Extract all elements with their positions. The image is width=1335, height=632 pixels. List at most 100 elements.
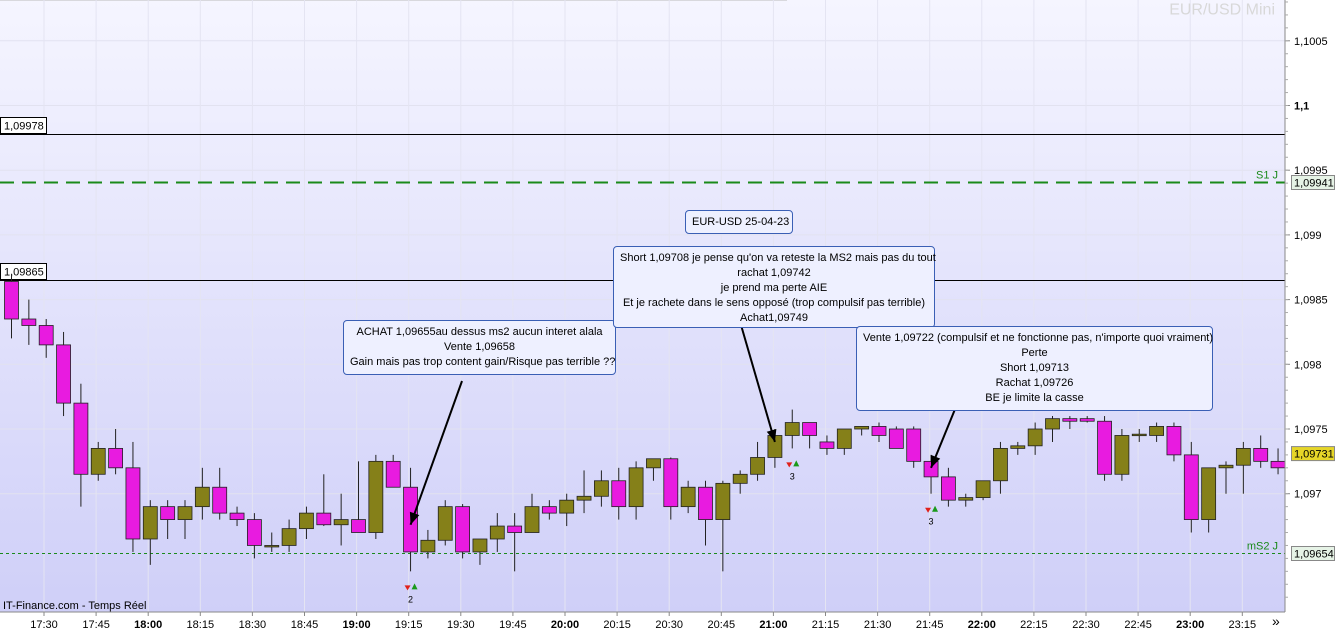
candle-body xyxy=(56,344,71,404)
session-label: EUR-USD 25-04-23 xyxy=(685,210,793,234)
candle-body xyxy=(229,512,245,520)
candle-body xyxy=(1097,420,1112,475)
x-tick-label: 21:00 xyxy=(759,619,787,631)
scroll-right-button[interactable]: » xyxy=(1272,613,1280,629)
x-tick-label: 21:45 xyxy=(916,619,944,631)
y-tick-label: 1,097 xyxy=(1294,489,1322,501)
x-tick-label: 22:45 xyxy=(1124,619,1152,631)
candle-body xyxy=(1253,448,1269,462)
buy-marker xyxy=(793,460,800,467)
candle-body xyxy=(351,519,366,533)
candle-body xyxy=(38,325,54,346)
buy-marker xyxy=(411,583,418,590)
candle-body xyxy=(576,495,592,501)
candle-body xyxy=(333,519,349,526)
x-tick-label: 17:30 xyxy=(30,619,58,631)
candle-body xyxy=(680,486,696,508)
x-tick-label: 23:00 xyxy=(1176,619,1204,631)
sell-marker xyxy=(404,585,411,591)
y-axis-panel xyxy=(1285,0,1335,632)
candle-body xyxy=(715,482,731,520)
candle-body xyxy=(888,428,904,449)
candle-body xyxy=(21,318,37,326)
x-tick-label: 22:15 xyxy=(1020,619,1048,631)
candle-body xyxy=(281,528,297,546)
candle-body xyxy=(160,506,176,520)
candle-body xyxy=(437,506,453,541)
y-tick-label: 1,0975 xyxy=(1294,424,1328,436)
x-axis-panel xyxy=(0,612,1285,632)
sell-marker xyxy=(786,462,793,468)
candle-body xyxy=(368,460,384,533)
candle-body xyxy=(1131,433,1147,437)
trade2-note: Short 1,09708 je pense qu'on va reteste … xyxy=(613,246,936,328)
annotation-line: Vente 1,09722 (compulsif et ne fonctionn… xyxy=(863,332,1214,344)
candle-body xyxy=(906,428,922,462)
candle-body xyxy=(1062,418,1078,422)
current-price-label: 1,09731 xyxy=(1294,449,1334,461)
candle-body xyxy=(958,497,974,501)
candle-body xyxy=(941,476,956,501)
trade-count: 3 xyxy=(790,471,795,481)
candle-body xyxy=(1045,418,1060,430)
level-box xyxy=(0,117,47,134)
candle-body xyxy=(784,422,800,436)
annotation-line: Et je rachete dans le sens opposé (trop … xyxy=(622,297,926,309)
y-tick-label: 1,0985 xyxy=(1294,295,1328,307)
candle-body xyxy=(194,486,210,508)
y-tick-label: 1,1005 xyxy=(1294,36,1328,48)
candle-body xyxy=(1201,467,1217,520)
x-tick-label: 18:00 xyxy=(134,619,162,631)
x-tick-label: 22:30 xyxy=(1072,619,1100,631)
x-tick-label: 20:45 xyxy=(708,619,736,631)
candle-body xyxy=(73,402,89,475)
candle-body xyxy=(646,458,661,469)
trade3-note: Vente 1,09722 (compulsif et ne fonctionn… xyxy=(856,326,1213,411)
x-tick-label: 20:30 xyxy=(655,619,683,631)
candle-body xyxy=(698,486,713,520)
level-name: mS2 J xyxy=(1247,541,1278,553)
candle-body xyxy=(489,525,505,540)
candle-body xyxy=(385,460,401,488)
annotation-line: Vente 1,09658 xyxy=(444,341,515,353)
candle-body xyxy=(1218,464,1234,469)
candle-body xyxy=(4,281,19,320)
candle-body xyxy=(142,506,158,540)
annotation-line: Perte xyxy=(1021,347,1048,359)
trade-markers: 2 3 3 xyxy=(404,460,939,604)
candle-body xyxy=(455,506,471,553)
candle-body xyxy=(507,525,523,533)
x-tick-label: 19:15 xyxy=(395,619,423,631)
candle-body xyxy=(871,426,887,436)
x-tick-label: 19:30 xyxy=(447,619,475,631)
y-tick-label: 1,099 xyxy=(1294,230,1322,242)
candle-body xyxy=(212,486,228,514)
x-tick-label: 18:15 xyxy=(187,619,215,631)
candle-body xyxy=(1149,426,1164,436)
candle-body xyxy=(1270,460,1286,469)
candle-body xyxy=(246,519,262,546)
buy-marker xyxy=(932,505,939,512)
candle-body xyxy=(1114,435,1130,475)
candle-body xyxy=(299,512,314,530)
candle-body xyxy=(1027,428,1043,447)
candle-body xyxy=(559,499,575,514)
arrow-shaft xyxy=(740,324,776,443)
y-tick-label: 1,1 xyxy=(1294,101,1309,113)
annotation-line: rachat 1,09742 xyxy=(737,267,811,279)
candle-body xyxy=(1079,418,1095,422)
candle-body xyxy=(541,506,557,514)
candle-body xyxy=(819,441,835,449)
trade-count: 2 xyxy=(408,594,413,604)
x-axis: 17:30 17:45 18:00 18:15 18:30 18:45 19:00 19:15… xyxy=(30,612,1256,631)
candle-body xyxy=(177,506,193,520)
level-axis-label: 1,09654 xyxy=(1294,549,1334,561)
level-name: S1 J xyxy=(1256,170,1278,182)
x-tick-label: 22:00 xyxy=(968,619,996,631)
arrow-shaft xyxy=(409,380,463,526)
candle-body xyxy=(264,545,280,548)
arrow-head xyxy=(930,454,941,468)
candle-body xyxy=(420,539,436,553)
annotation-line: Short 1,09713 xyxy=(999,362,1070,374)
